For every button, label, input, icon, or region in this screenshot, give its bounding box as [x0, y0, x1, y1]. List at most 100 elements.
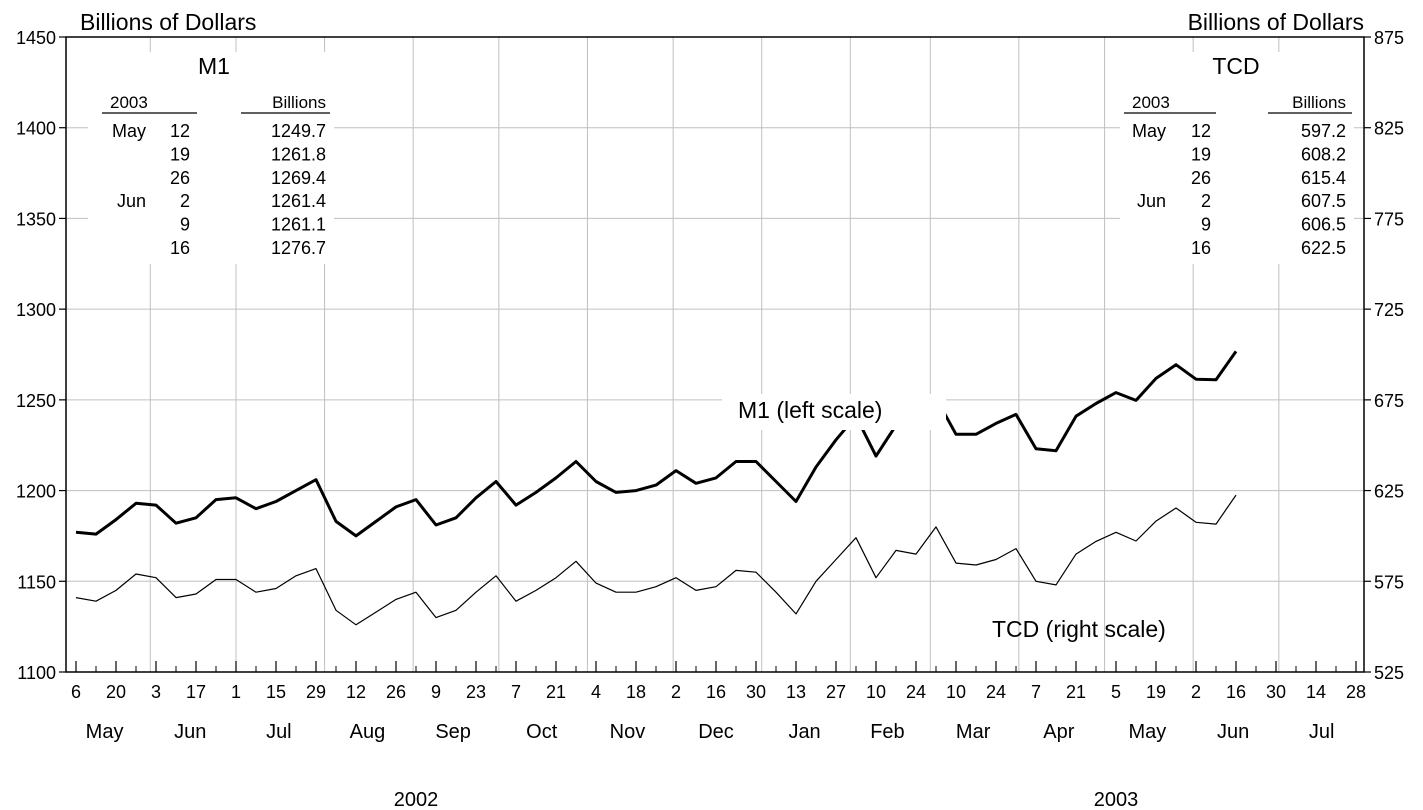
table-value: 1276.7	[271, 238, 326, 258]
table-day: 2	[1201, 191, 1211, 211]
m1-table: M1 2003 Billions May 12 1249.7 19 1261.8 26 12…	[102, 53, 330, 258]
month-label: Nov	[610, 721, 646, 743]
x-tick-label: 3	[151, 682, 161, 702]
month-label: Oct	[526, 721, 558, 743]
table-month: Jun	[1137, 191, 1166, 211]
tcd-table-year-header: 2003	[1132, 93, 1170, 112]
right-axis-tick-label: 875	[1374, 28, 1404, 48]
left-axis-tick-label: 1250	[16, 391, 56, 411]
table-month: Jun	[117, 191, 146, 211]
x-tick-label: 6	[71, 682, 81, 702]
x-tick-label: 16	[1226, 682, 1246, 702]
tcd-table-value-header: Billions	[1292, 93, 1346, 112]
table-value: 607.5	[1301, 191, 1346, 211]
x-tick-label: 7	[511, 682, 521, 702]
left-axis-tick-label: 1450	[16, 28, 56, 48]
table-day: 16	[1191, 238, 1211, 258]
left-axis-tick-label: 1300	[16, 300, 56, 320]
x-tick-label: 21	[546, 682, 566, 702]
month-label: Dec	[698, 721, 734, 743]
right-axis-tick-label: 825	[1374, 119, 1404, 139]
table-day: 16	[170, 238, 190, 258]
table-value: 1269.4	[271, 168, 326, 188]
table-day: 12	[170, 121, 190, 141]
x-tick-label: 23	[466, 682, 486, 702]
table-day: 26	[1191, 168, 1211, 188]
month-label: Apr	[1043, 721, 1074, 743]
table-value: 615.4	[1301, 168, 1346, 188]
m1-table-background	[88, 52, 334, 264]
x-tick-label: 21	[1066, 682, 1086, 702]
x-tick-label: 18	[626, 682, 646, 702]
x-tick-label: 4	[591, 682, 601, 702]
x-tick-label: 12	[346, 682, 366, 702]
table-value: 608.2	[1301, 144, 1346, 164]
x-tick-label: 13	[786, 682, 806, 702]
table-month: May	[112, 121, 146, 141]
x-tick-label: 20	[106, 682, 126, 702]
left-axis-tick-label: 1350	[16, 209, 56, 229]
x-tick-label: 26	[386, 682, 406, 702]
table-value: 622.5	[1301, 238, 1346, 258]
tcd-series-annotation: TCD (right scale)	[992, 616, 1166, 642]
left-axis-tick-label: 1400	[16, 119, 56, 139]
x-tick-label: 2	[1191, 682, 1201, 702]
table-value: 1261.8	[271, 144, 326, 164]
m1-annotation-background	[722, 394, 946, 430]
m1-series-line	[75, 350, 1238, 538]
right-axis-tick-label: 675	[1374, 391, 1404, 411]
series-layer	[75, 350, 1238, 626]
table-day: 12	[1191, 121, 1211, 141]
month-label: Aug	[350, 721, 386, 743]
right-axis-tick-label: 775	[1374, 209, 1404, 229]
table-day: 9	[180, 215, 190, 235]
tcd-table-title: TCD	[1212, 53, 1259, 79]
right-axis-label: Billions of Dollars	[1188, 9, 1364, 35]
m1-table-title: M1	[198, 53, 230, 79]
month-label: Jul	[266, 721, 292, 743]
x-tick-label: 30	[1266, 682, 1286, 702]
x-tick-label: 10	[866, 682, 886, 702]
table-day: 19	[170, 144, 190, 164]
year-label: 2003	[1094, 789, 1139, 810]
month-label: Jun	[174, 721, 206, 743]
plot-frame	[65, 36, 1365, 673]
right-axis-tick-label: 575	[1374, 572, 1404, 592]
month-label: Jun	[1217, 721, 1249, 743]
x-tick-label: 17	[186, 682, 206, 702]
month-label: Jul	[1309, 721, 1335, 743]
left-axis-tick-label: 1200	[16, 482, 56, 502]
m1-series-annotation: M1 (left scale)	[738, 397, 882, 423]
x-tick-label: 2	[671, 682, 681, 702]
tcd-table: TCD 2003 Billions May 12 597.2 19 608.2 26 615…	[1124, 53, 1352, 258]
x-tick-label: 10	[946, 682, 966, 702]
right-axis-tick-label: 725	[1374, 300, 1404, 320]
month-label: Jan	[788, 721, 820, 743]
table-day: 19	[1191, 144, 1211, 164]
x-tick-label: 19	[1146, 682, 1166, 702]
m1-table-value-header: Billions	[272, 93, 326, 112]
x-tick-label: 30	[746, 682, 766, 702]
year-label: 2002	[394, 789, 439, 810]
x-tick-label: 9	[431, 682, 441, 702]
table-month: May	[1132, 121, 1166, 141]
x-tick-label: 1	[231, 682, 241, 702]
table-value: 606.5	[1301, 215, 1346, 235]
table-day: 9	[1201, 215, 1211, 235]
table-value: 1261.1	[271, 215, 326, 235]
tcd-table-background	[1120, 52, 1354, 264]
x-tick-label: 15	[266, 682, 286, 702]
x-tick-label: 29	[306, 682, 326, 702]
month-label: Sep	[435, 721, 471, 743]
month-label: May	[1129, 721, 1167, 743]
right-axis-tick-label: 625	[1374, 482, 1404, 502]
x-tick-label: 16	[706, 682, 726, 702]
x-tick-label: 5	[1111, 682, 1121, 702]
month-label: Feb	[870, 721, 904, 743]
left-axis-tick-label: 1150	[17, 572, 56, 592]
table-day: 26	[170, 168, 190, 188]
m1-table-year-header: 2003	[110, 93, 148, 112]
table-value: 1249.7	[271, 121, 326, 141]
table-value: 1261.4	[271, 191, 326, 211]
month-label: May	[86, 721, 124, 743]
